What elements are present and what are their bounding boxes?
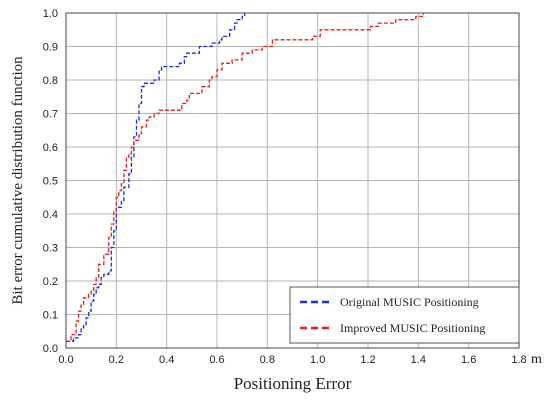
- series-layer: [66, 13, 425, 342]
- y-tick-label: 0.7: [43, 109, 58, 121]
- y-axis-title: Bit error cumulative distribution functi…: [10, 56, 26, 305]
- plot-frame: [65, 12, 520, 349]
- x-axis-unit: m: [531, 352, 542, 367]
- x-tick-label: 1.8: [511, 354, 526, 366]
- y-tick-label: 0.3: [43, 243, 58, 255]
- x-tick-label: 1.2: [360, 354, 375, 366]
- y-tick-label: 1.0: [43, 8, 58, 20]
- legend-box: [289, 286, 520, 344]
- y-tick-label: 0.9: [43, 42, 58, 54]
- y-tick-label: 0.0: [43, 343, 58, 355]
- tick-labels: 0.0 0.2 0.4 0.6 0.8 1.0 1.2 1.4 1.6 1.8 0.0 0.1 0.2 0…: [43, 8, 527, 366]
- y-tick-label: 0.4: [43, 209, 58, 221]
- legend-label-original: Original MUSIC Positioning: [340, 295, 479, 309]
- y-tick-label: 0.1: [43, 310, 58, 322]
- series-line-original: [66, 13, 246, 342]
- legend: Original MUSIC Positioning Improved MUSI…: [289, 286, 520, 344]
- y-tick-label: 0.5: [43, 176, 58, 188]
- x-tick-label: 0.0: [58, 354, 73, 366]
- x-tick-label: 1.0: [310, 354, 325, 366]
- y-tick-label: 0.8: [43, 75, 58, 87]
- legend-label-improved: Improved MUSIC Positioning: [340, 321, 485, 335]
- x-tick-label: 0.8: [260, 354, 275, 366]
- x-tick-label: 0.6: [209, 354, 224, 366]
- y-tick-label: 0.2: [43, 276, 58, 288]
- x-tick-label: 0.2: [109, 354, 124, 366]
- series-line-improved: [66, 13, 425, 342]
- x-axis-title: Positioning Error: [234, 374, 352, 393]
- y-tick-label: 0.6: [43, 142, 58, 154]
- x-tick-label: 0.4: [159, 354, 174, 366]
- x-tick-label: 1.4: [411, 354, 426, 366]
- x-tick-label: 1.6: [461, 354, 476, 366]
